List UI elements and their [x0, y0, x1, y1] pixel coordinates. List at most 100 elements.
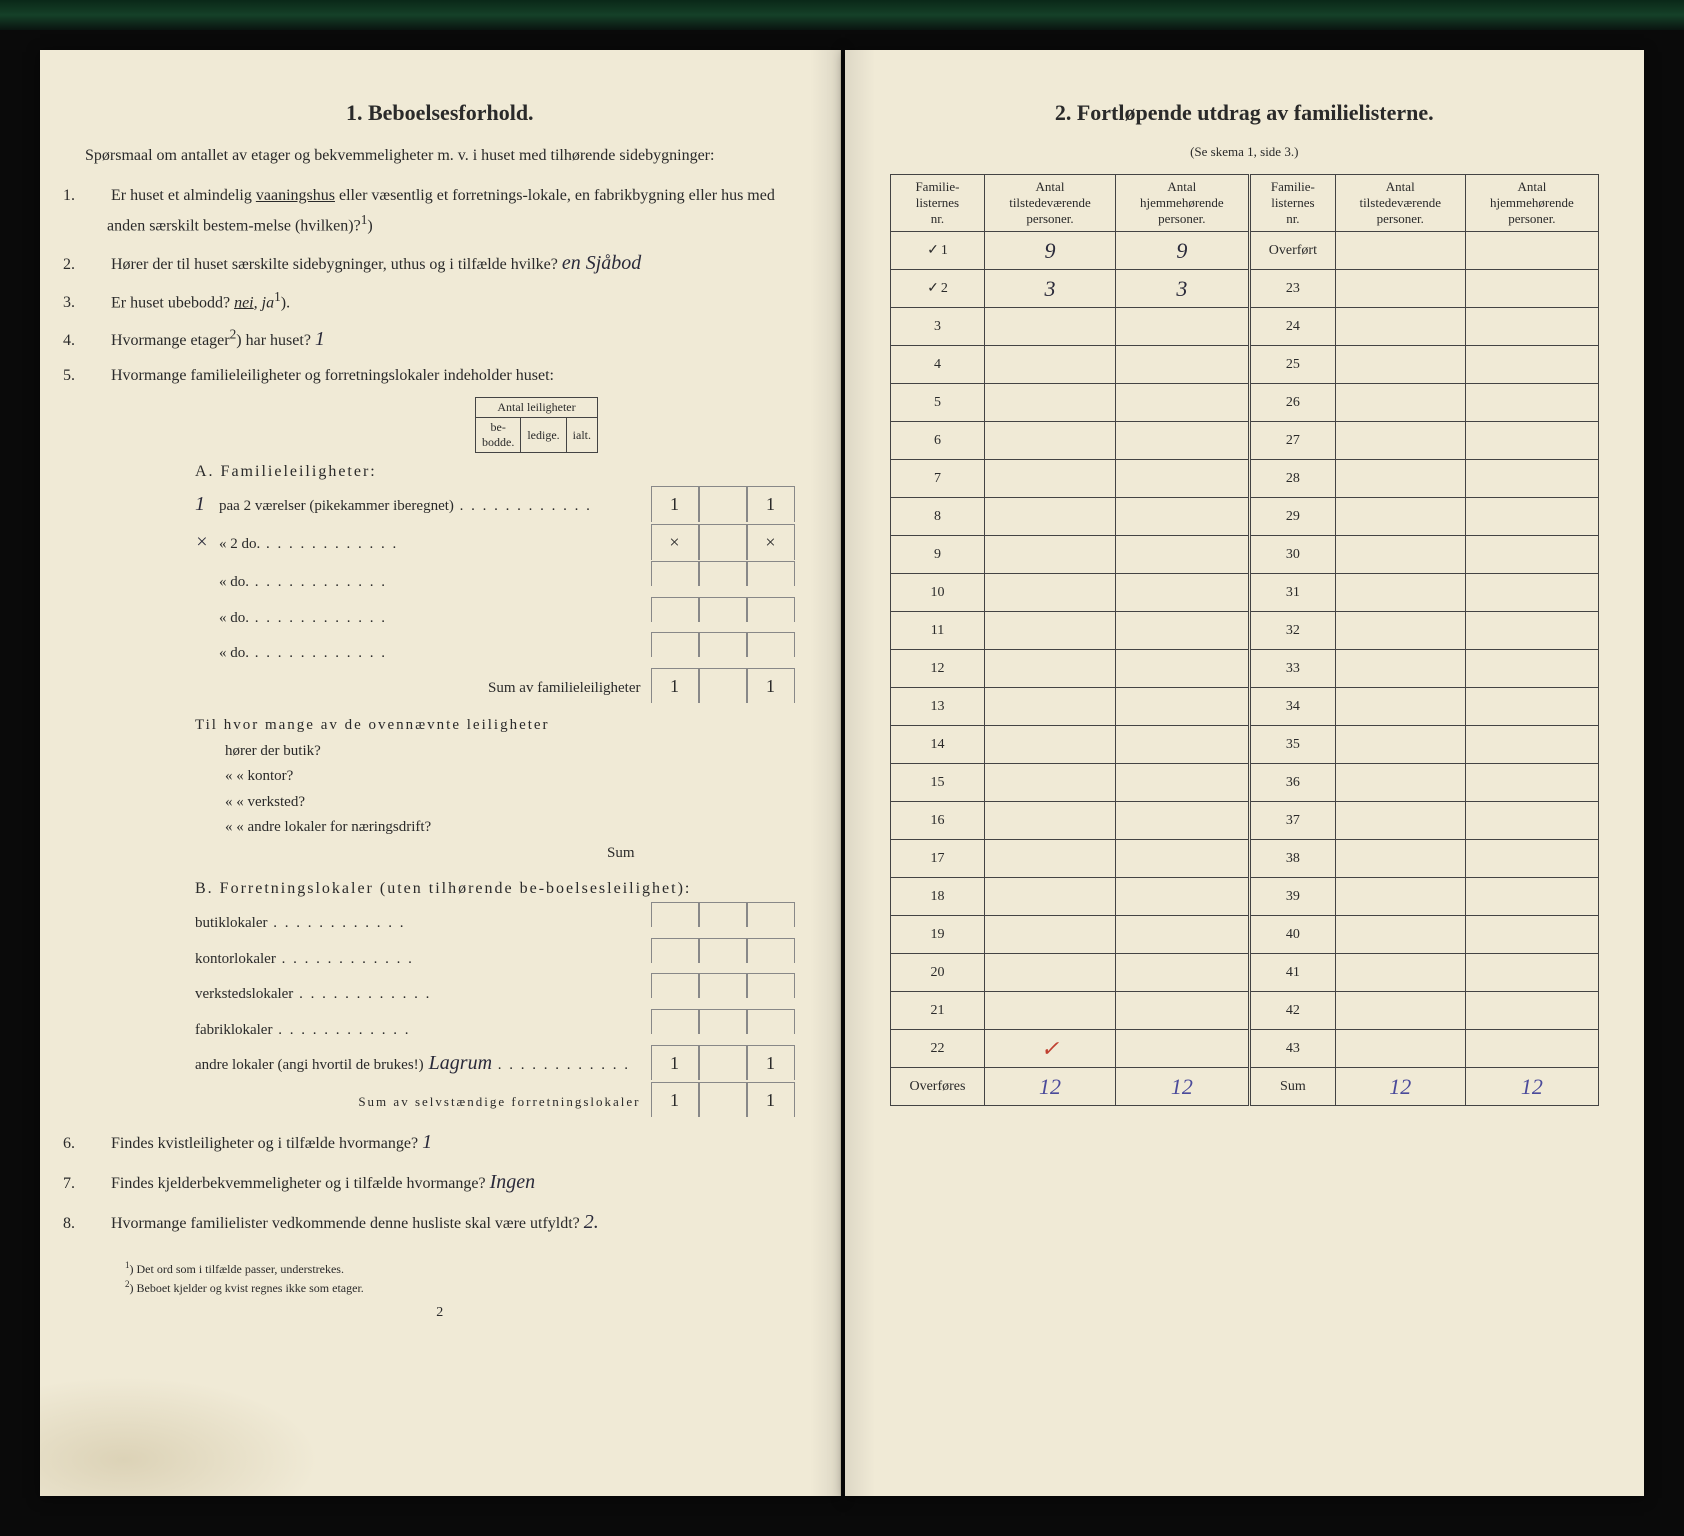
handwritten-answer: 1 [422, 1131, 432, 1153]
leil-row: « do. [195, 597, 795, 633]
question-2: 2. Hører der til huset særskilte sidebyg… [107, 246, 795, 280]
cell [699, 669, 747, 703]
cell [651, 1010, 699, 1034]
table-row: ✓199Overført [890, 232, 1599, 270]
leil-row: « do. [195, 632, 795, 668]
section-b-label: B. Forretningslokaler (uten tilhørende b… [195, 880, 795, 898]
right-page: 2. Fortløpende utdrag av familielisterne… [845, 50, 1645, 1496]
section-a-label: A. Familieleiligheter: [195, 463, 795, 481]
cell: 1 [747, 487, 795, 521]
cell [699, 633, 747, 657]
cell: × [651, 525, 699, 559]
extra-row: hører der butik? [195, 739, 795, 765]
cell: 1 [747, 1083, 795, 1117]
cell: 1 [651, 1083, 699, 1117]
questions-list: 1. Er huset et almindelig vaaningshus el… [85, 182, 795, 389]
section-a-sum: Sum av familieleiligheter 11 [195, 668, 795, 703]
qnum: 4. [85, 327, 107, 354]
cell [651, 633, 699, 657]
footer-cell: 12 [1465, 1068, 1598, 1106]
leil-row: verkstedslokaler [195, 973, 795, 1009]
intro-text: Spørsmaal om antallet av etager og bekve… [85, 144, 795, 168]
paper-stain [40, 1376, 320, 1496]
cell: 1 [747, 669, 795, 703]
question-1: 1. Er huset et almindelig vaaningshus el… [107, 182, 795, 240]
questions-list-2: 6. Findes kvistleiligheter og i tilfælde… [85, 1125, 795, 1239]
leil-col-header: ialt. [566, 418, 597, 453]
book-spread: 1. Beboelsesforhold. Spørsmaal om antall… [0, 30, 1684, 1536]
section-a-rows: 1paa 2 værelser (pikekammer iberegnet)11… [195, 485, 795, 668]
check-icon: ✓ [927, 281, 939, 296]
qnum: 1. [85, 182, 107, 209]
cell [747, 903, 795, 927]
question-5: 5. Hvormange familieleiligheter og forre… [107, 362, 795, 389]
handwritten-answer: 2. [584, 1211, 599, 1233]
table-row: 1536 [890, 764, 1599, 802]
cell [699, 598, 747, 622]
cell [651, 974, 699, 998]
leil-row: butiklokaler [195, 902, 795, 938]
cell: 1 [651, 487, 699, 521]
extract-col-header: Antalhjemmehørendepersoner. [1115, 175, 1250, 232]
extract-col-header: Antaltilstedeværendepersoner. [1335, 175, 1465, 232]
table-row: 1637 [890, 802, 1599, 840]
extract-table: Familie-listernesnr.Antaltilstedeværende… [890, 174, 1600, 1106]
handwritten-answer: 1 [315, 328, 325, 350]
table-row: 1334 [890, 688, 1599, 726]
table-row: 2041 [890, 954, 1599, 992]
extract-col-header: Familie-listernesnr. [1250, 175, 1336, 232]
table-row: 627 [890, 422, 1599, 460]
leiligheter-header: Antal leiligheter be-bodde.ledige.ialt. [475, 397, 598, 453]
question-8: 8. Hvormange familielister vedkommende d… [107, 1205, 795, 1239]
cell: 1 [651, 1046, 699, 1080]
cell [699, 525, 747, 559]
leil-row: « do. [195, 561, 795, 597]
leil-col-header: ledige. [521, 418, 566, 453]
leil-row: 1paa 2 værelser (pikekammer iberegnet)11 [195, 485, 795, 523]
cell [747, 1010, 795, 1034]
extract-col-header: Familie-listernesnr. [890, 175, 985, 232]
cell [747, 562, 795, 586]
footer-cell: Overføres [890, 1068, 985, 1106]
table-row: 1233 [890, 650, 1599, 688]
handwritten-answer: en Sjåbod [562, 252, 641, 274]
table-row: 2142 [890, 992, 1599, 1030]
table-row: 526 [890, 384, 1599, 422]
table-row: 1132 [890, 612, 1599, 650]
left-section-title: 1. Beboelsesforhold. [85, 100, 795, 126]
leil-col-header: be-bodde. [476, 418, 521, 453]
cell [699, 1083, 747, 1117]
cell [747, 974, 795, 998]
cell [651, 903, 699, 927]
extract-col-header: Antaltilstedeværendepersoner. [985, 175, 1115, 232]
cell [699, 1046, 747, 1080]
question-6: 6. Findes kvistleiligheter og i tilfælde… [107, 1125, 795, 1159]
page-number: 2 [85, 1305, 795, 1321]
footnotes: 1) Det ord som i tilfælde passer, unders… [85, 1259, 795, 1297]
cell [699, 974, 747, 998]
cell [651, 939, 699, 963]
section-b-sum: Sum av selvstændige forretningslokaler 1… [195, 1082, 795, 1117]
table-row: 930 [890, 536, 1599, 574]
footer-cell: Sum [1250, 1068, 1336, 1106]
section-a-extra: Til hvor mange av de ovennævnte leilighe… [195, 713, 795, 866]
cell: × [747, 525, 795, 559]
extract-col-header: Antalhjemmehørendepersoner. [1465, 175, 1598, 232]
footer-cell: 12 [985, 1068, 1115, 1106]
leiligheter-section: Antal leiligheter be-bodde.ledige.ialt. … [195, 397, 795, 1117]
right-section-title: 2. Fortløpende utdrag av familielisterne… [890, 100, 1600, 126]
question-4: 4. Hvormange etager2) har huset? 1 [107, 322, 795, 356]
table-row: 22✓43 [890, 1030, 1599, 1068]
section-b-rows: butiklokalerkontorlokalerverkstedslokale… [195, 902, 795, 1082]
extra-row: « « kontor? [195, 764, 795, 790]
table-row: 728 [890, 460, 1599, 498]
cell [651, 598, 699, 622]
footer-cell: 12 [1115, 1068, 1250, 1106]
cell [747, 939, 795, 963]
cell: 1 [651, 669, 699, 703]
leil-row: andre lokaler (angi hvortil de brukes!) … [195, 1044, 795, 1082]
handwritten-answer: Ingen [490, 1171, 536, 1193]
extra-row: « « verksted? [195, 790, 795, 816]
cell [651, 562, 699, 586]
leil-row: kontorlokaler [195, 938, 795, 974]
